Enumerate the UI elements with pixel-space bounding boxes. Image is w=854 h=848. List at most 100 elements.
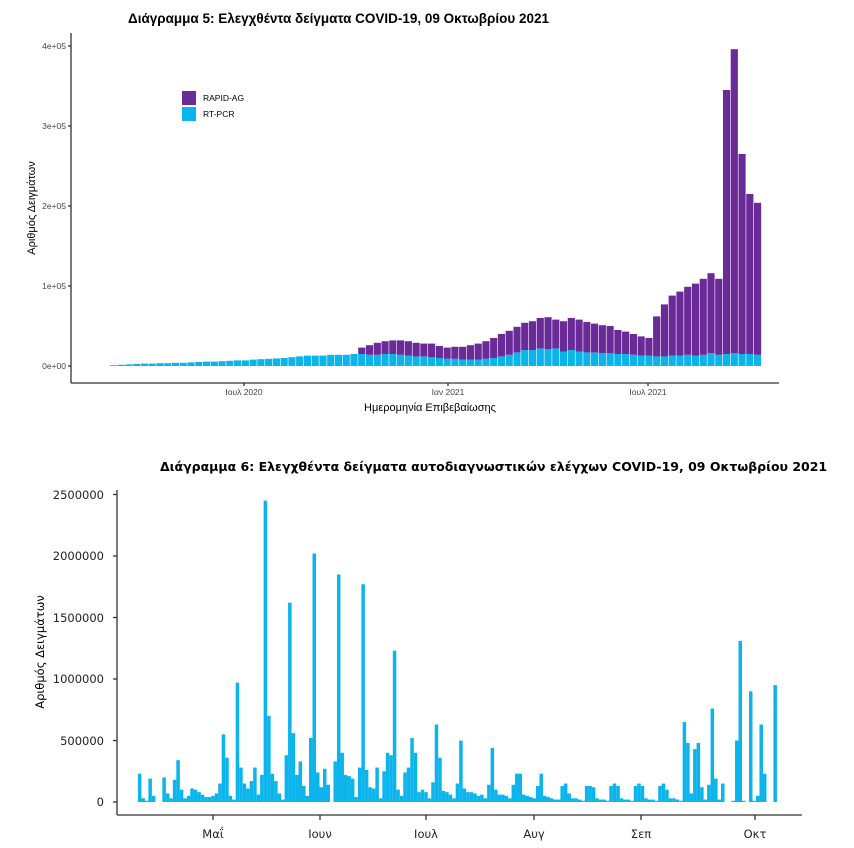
bar-self-test: [703, 799, 708, 802]
bar-self-test: [392, 650, 397, 802]
bar-self-test: [270, 773, 275, 802]
bar-self-test: [668, 798, 673, 802]
bar-self-test: [413, 752, 418, 802]
bar-self-test: [239, 767, 243, 802]
bar-rapid-ag: [404, 341, 412, 356]
bar-rt-pcr: [591, 352, 599, 366]
bar-self-test: [385, 752, 390, 802]
bar-self-test: [452, 798, 456, 802]
bar-self-test: [141, 798, 145, 802]
bar-self-test: [693, 749, 697, 802]
bar-self-test: [284, 755, 289, 802]
bar-rapid-ag: [738, 154, 746, 354]
bar-self-test: [256, 794, 261, 802]
bar-self-test: [518, 773, 523, 802]
chart-5-y-label: Αριθμός Δειγμάτων: [26, 161, 38, 255]
bar-rt-pcr: [505, 354, 513, 366]
bar-rt-pcr: [140, 363, 149, 366]
bar-rt-pcr: [397, 354, 405, 366]
bar-self-test: [504, 795, 509, 802]
bar-self-test: [497, 794, 502, 802]
bar-self-test: [682, 722, 687, 802]
bar-rapid-ag: [528, 321, 537, 350]
bar-rt-pcr: [187, 362, 195, 366]
bar-rapid-ag: [614, 330, 622, 354]
y-tick-label: 2000000: [53, 549, 104, 563]
bar-self-test: [735, 740, 739, 802]
bar-rt-pcr: [459, 359, 467, 366]
bar-self-test: [483, 798, 488, 802]
bar-self-test: [742, 800, 746, 802]
bar-self-test: [553, 799, 557, 802]
legend-label-rapid-ag: RAPID-AG: [203, 93, 244, 103]
bar-self-test: [403, 772, 407, 802]
bar-rapid-ag: [443, 347, 451, 359]
chart-6: Διάγραμμα 6: Ελεγχθέντα δείγματα αυτοδια…: [33, 459, 827, 841]
chart-6-y-label: Αριθμός Δειγμάτων: [33, 595, 47, 709]
bar-rt-pcr: [303, 355, 312, 366]
bar-rapid-ag: [552, 319, 560, 349]
bar-self-test: [218, 783, 222, 802]
bar-rt-pcr: [513, 352, 521, 366]
bar-self-test: [700, 787, 704, 802]
bar-self-test: [759, 724, 763, 802]
bar-self-test: [176, 760, 180, 802]
bar-rapid-ag: [466, 345, 475, 360]
bar-rt-pcr: [288, 357, 296, 366]
bar-self-test: [148, 778, 152, 802]
bar-self-test: [246, 788, 250, 802]
bar-self-test: [406, 767, 411, 802]
bar-self-test: [494, 789, 498, 802]
x-tick-label: Σεπ: [631, 827, 651, 841]
bar-rapid-ag: [381, 341, 389, 354]
bar-self-test: [144, 800, 149, 802]
y-tick-label: 1000000: [53, 672, 104, 686]
legend-swatch-rapid-ag: [182, 91, 196, 105]
bar-self-test: [605, 800, 610, 802]
bar-self-test: [214, 793, 219, 802]
bar-rapid-ag: [544, 317, 552, 350]
bar-rt-pcr: [676, 355, 684, 366]
bar-rt-pcr: [552, 348, 560, 366]
bar-rapid-ag: [606, 326, 614, 354]
bar-self-test: [172, 779, 177, 802]
x-tick-label: Οκτ: [744, 827, 767, 841]
bar-rt-pcr: [606, 353, 614, 366]
bar-self-test: [253, 767, 257, 802]
bar-self-test: [368, 787, 372, 802]
bar-rt-pcr: [202, 361, 211, 366]
x-tick-label: Ιουλ 2021: [629, 387, 667, 397]
bar-rt-pcr: [544, 349, 552, 366]
bar-rt-pcr: [443, 358, 451, 366]
bar-self-test: [333, 761, 337, 802]
bar-rt-pcr: [164, 363, 172, 366]
bar-rapid-ag: [715, 278, 723, 355]
bar-self-test: [612, 783, 617, 802]
bar-rt-pcr: [420, 356, 428, 366]
bar-self-test: [535, 786, 540, 802]
bar-self-test: [522, 794, 526, 802]
bar-rt-pcr: [707, 353, 715, 366]
bar-rt-pcr: [327, 354, 335, 366]
bar-self-test: [679, 800, 683, 802]
bar-rt-pcr: [645, 355, 653, 366]
x-tick-label: Ιουλ 2020: [225, 387, 263, 397]
legend-swatch-rt-pcr: [182, 107, 196, 121]
bar-self-test: [354, 797, 358, 802]
bar-self-test: [560, 786, 564, 802]
bar-self-test: [399, 795, 404, 802]
bar-self-test: [305, 795, 310, 802]
y-tick-label: 2500000: [53, 488, 104, 502]
bar-self-test: [319, 787, 323, 802]
y-tick-label: 500000: [60, 734, 104, 748]
bar-self-test: [710, 708, 715, 802]
bar-rt-pcr: [653, 356, 661, 366]
bar-rt-pcr: [528, 350, 537, 366]
bar-rapid-ag: [676, 291, 684, 356]
bar-rt-pcr: [296, 356, 304, 366]
bar-rt-pcr: [575, 351, 583, 366]
bar-rapid-ag: [722, 90, 731, 354]
bar-self-test: [539, 773, 543, 802]
y-tick-label: 2e+05: [42, 201, 66, 211]
